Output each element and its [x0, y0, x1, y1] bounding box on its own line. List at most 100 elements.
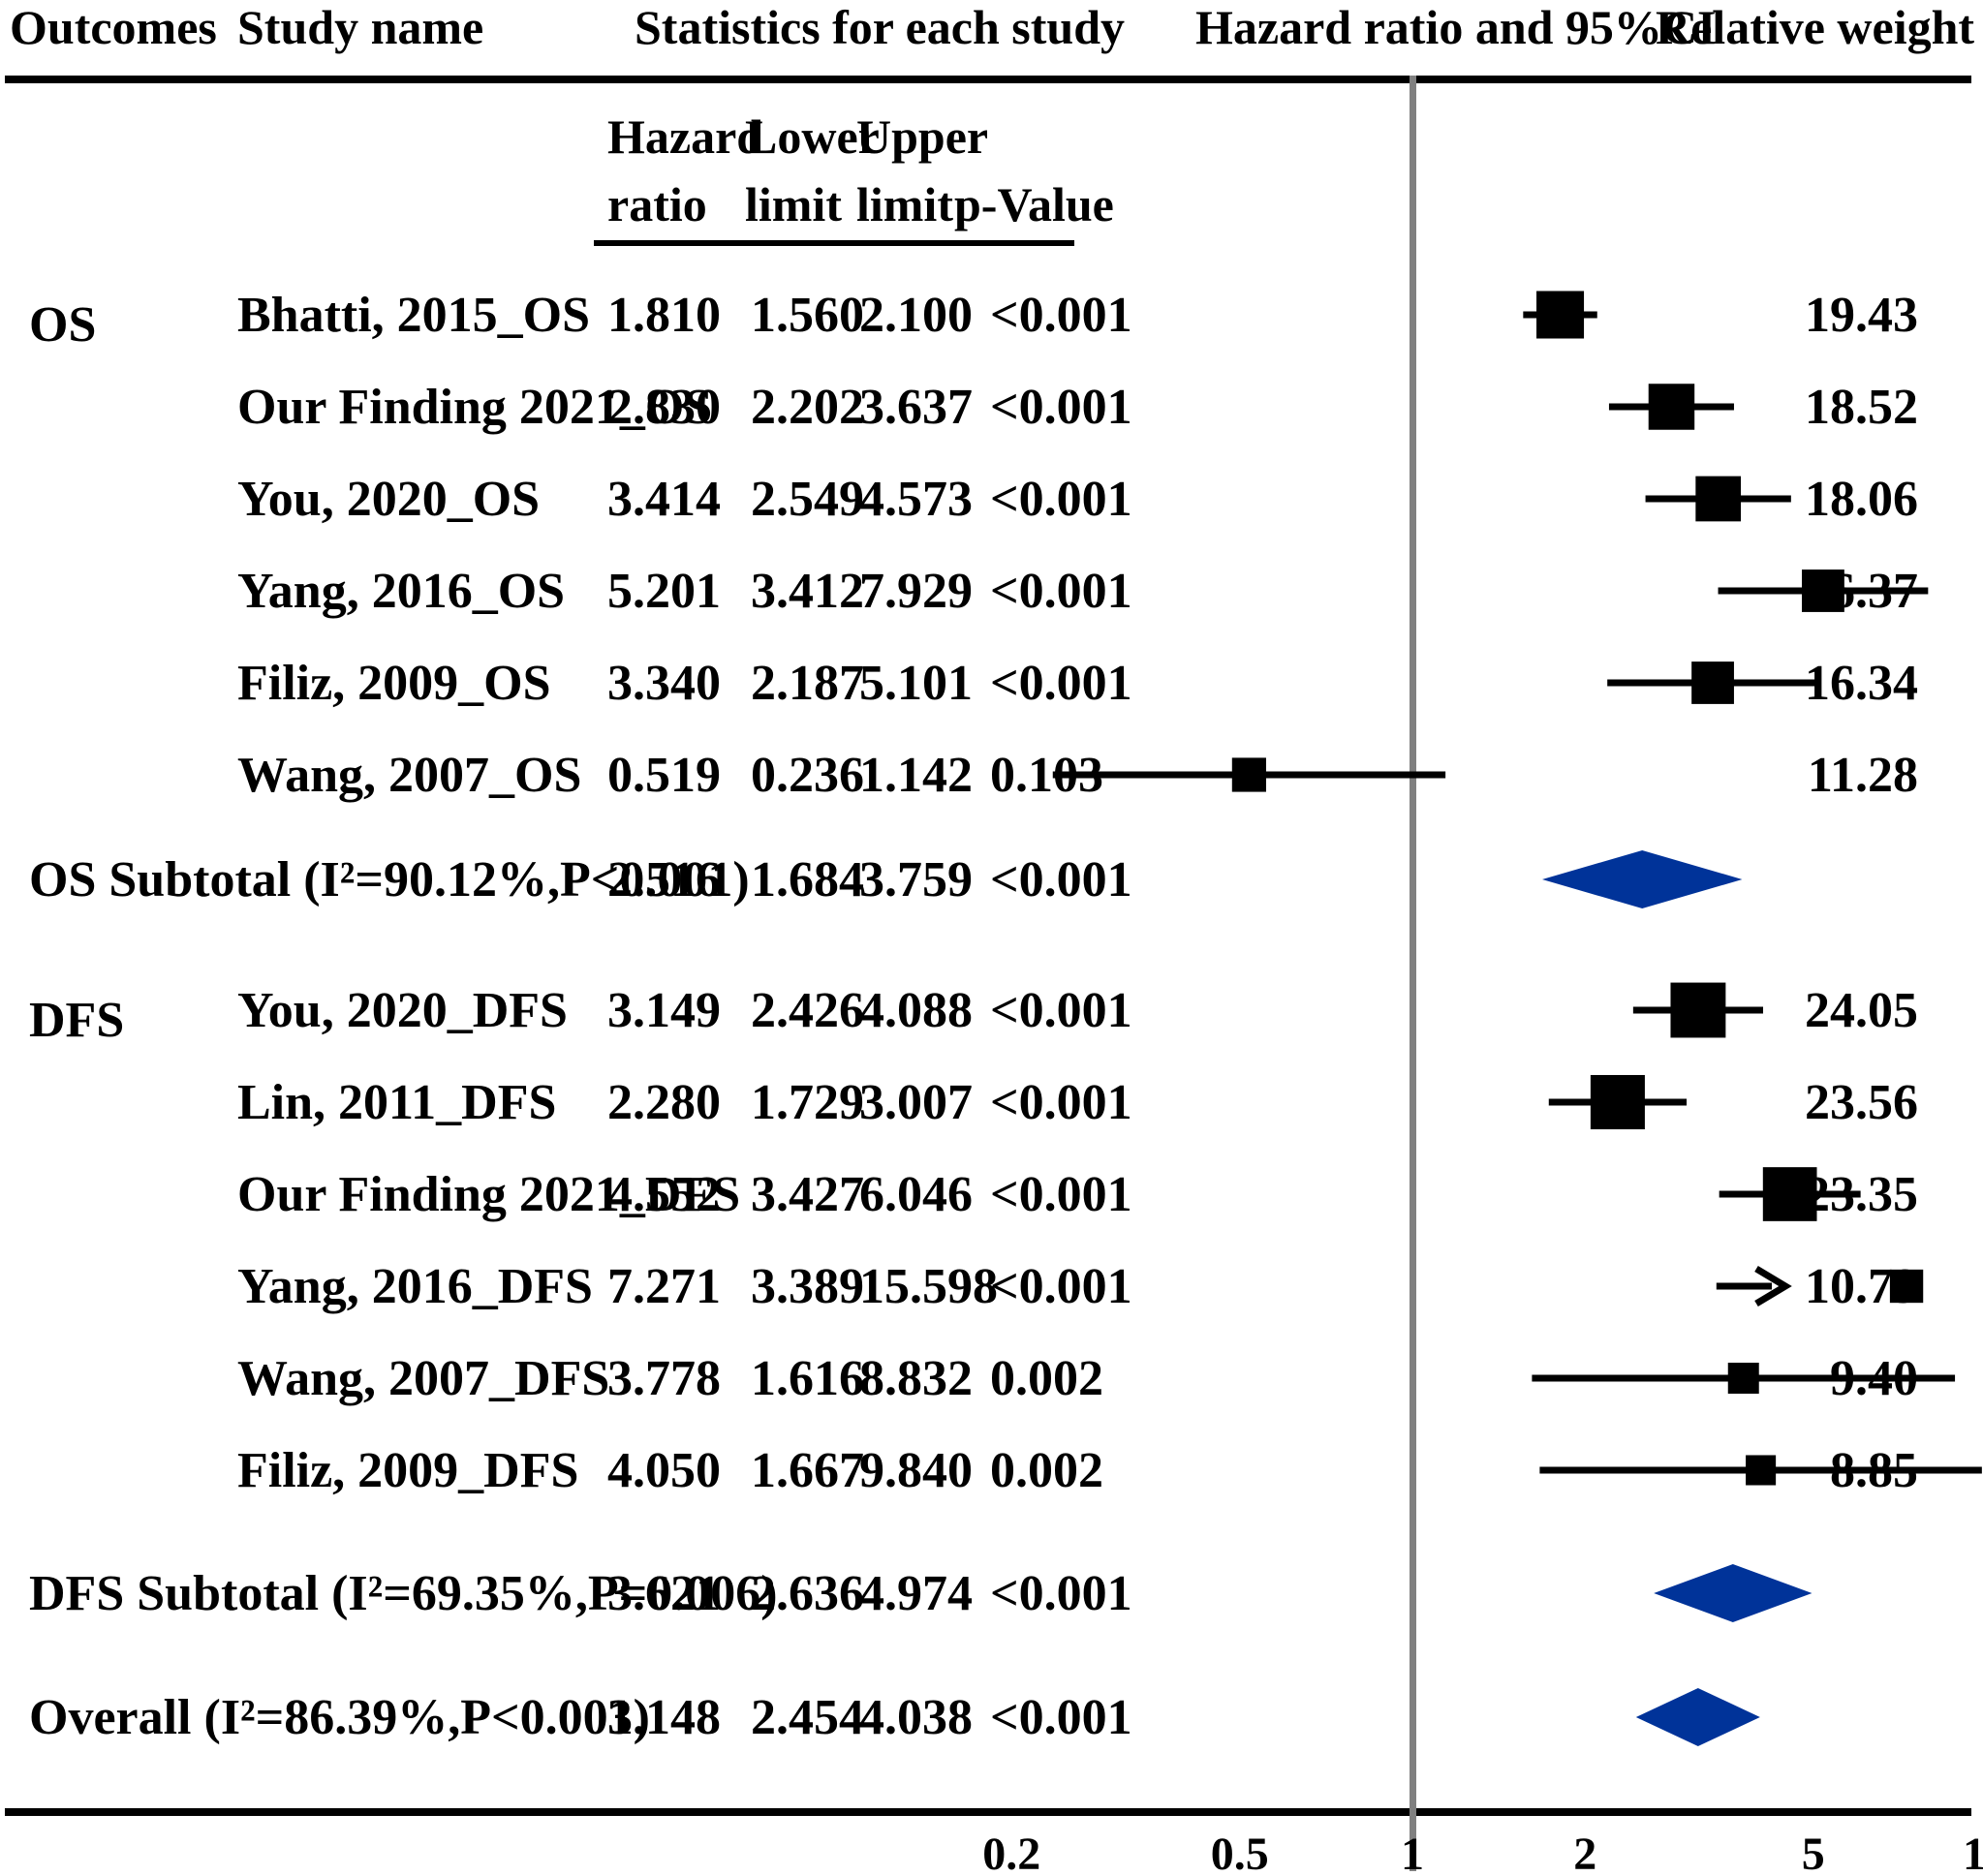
- lower-limit-value: 3.389: [751, 1259, 864, 1314]
- subheader-upper-1: Upper: [856, 109, 988, 164]
- subheader-hr-1: Hazard: [607, 109, 763, 164]
- upper-limit-value: 15.598: [859, 1259, 998, 1314]
- p-value: <0.001: [990, 1167, 1132, 1222]
- subheader-hr-2: ratio: [607, 177, 707, 231]
- upper-limit-value: 1.142: [859, 748, 973, 803]
- outcome-label: OS: [29, 297, 96, 353]
- relative-weight: 19.43: [1805, 288, 1918, 343]
- lower-limit-value: 0.236: [751, 748, 864, 803]
- p-value: 0.002: [990, 1351, 1103, 1406]
- lower-limit-value: 2.454: [751, 1690, 864, 1745]
- null-line: [1410, 76, 1416, 1871]
- study-name: Wang, 2007_OS: [237, 748, 581, 803]
- header-study-name: Study name: [237, 0, 483, 54]
- x-tick-label: 0.2: [982, 1829, 1040, 1871]
- lower-limit-value: 3.412: [751, 564, 864, 619]
- point-estimate: [1648, 384, 1695, 430]
- upper-limit-value: 2.100: [859, 288, 973, 343]
- subheader-pvalue: p-Value: [954, 177, 1114, 231]
- upper-limit-value: 9.840: [859, 1443, 973, 1498]
- bottom-rule: [5, 1808, 1971, 1816]
- subtotal-label: OS Subtotal (I²=90.12%,P<0.001): [29, 852, 750, 907]
- lower-limit-value: 2.187: [751, 656, 864, 711]
- p-value: 0.002: [990, 1443, 1103, 1498]
- forest-row: OS Subtotal (I²=90.12%,P<0.001)2.516 1.68…: [29, 852, 1132, 907]
- hazard-ratio-value: 2.280: [607, 1075, 721, 1130]
- relative-weight: 18.52: [1805, 380, 1918, 435]
- point-estimate: [1802, 569, 1844, 612]
- study-name: Our Finding 2021_DFS: [237, 1167, 740, 1222]
- upper-limit-value: 3.637: [859, 380, 973, 435]
- upper-limit-value: 4.088: [859, 983, 973, 1038]
- header-weight: Relative weight (%): [1656, 0, 1983, 54]
- p-value: <0.001: [990, 656, 1132, 711]
- p-value: <0.001: [990, 852, 1132, 907]
- point-estimate: [1727, 1363, 1759, 1394]
- point-estimate: [1691, 661, 1734, 704]
- x-axis-ticks: 0.2 0.5 1 2 5 10: [982, 1829, 1983, 1876]
- lower-limit-value: 3.427: [751, 1167, 864, 1222]
- overall-label: Overall (I²=86.39%,P<0.001): [29, 1690, 650, 1745]
- forest-row: Our Finding 2021_DFS 23.354.552 3.4276.046…: [237, 1167, 1918, 1222]
- hazard-ratio-value: 1.810: [607, 288, 721, 343]
- p-value: <0.001: [990, 472, 1132, 527]
- hazard-ratio-value: 3.414: [607, 472, 721, 527]
- p-value: <0.001: [990, 1566, 1132, 1621]
- point-estimate: [1536, 291, 1585, 339]
- hazard-ratio-value: 3.148: [607, 1690, 721, 1745]
- lower-limit-value: 1.616: [751, 1351, 864, 1406]
- header-forest: Hazard ratio and 95%CI: [1195, 0, 1717, 54]
- point-estimate: [1695, 476, 1742, 522]
- upper-limit-value: 8.832: [859, 1351, 973, 1406]
- marks-layer: [1052, 291, 1982, 1746]
- x-tick-label: 1: [1401, 1829, 1424, 1871]
- hazard-ratio-value: 4.552: [607, 1167, 721, 1222]
- ci-arrow: [1754, 1265, 1792, 1307]
- hazard-ratio-value: 3.149: [607, 983, 721, 1038]
- outcome-label: DFS: [29, 993, 124, 1048]
- x-tick-label: 10: [1963, 1829, 1983, 1871]
- relative-weight: 24.05: [1805, 983, 1918, 1038]
- lower-limit-value: 1.684: [751, 852, 864, 907]
- p-value: <0.001: [990, 1690, 1132, 1745]
- lower-limit-value: 1.667: [751, 1443, 864, 1498]
- p-value: <0.001: [990, 1259, 1132, 1314]
- point-estimate: [1889, 1269, 1924, 1304]
- subheader-upper-2: limit: [856, 177, 953, 231]
- top-rule: [5, 76, 1971, 83]
- subtotal-diamond: [1541, 850, 1743, 908]
- lower-limit-value: 2.549: [751, 472, 864, 527]
- upper-limit-value: 3.007: [859, 1075, 973, 1130]
- upper-limit-value: 4.038: [859, 1690, 973, 1745]
- header-statistics: Statistics for each study: [635, 0, 1125, 54]
- study-name: Bhatti, 2015_OS: [237, 288, 590, 343]
- overall-diamond: [1635, 1688, 1760, 1746]
- upper-limit-value: 3.759: [859, 852, 973, 907]
- hazard-ratio-value: 2.830: [607, 380, 721, 435]
- upper-limit-value: 4.974: [859, 1566, 973, 1621]
- p-value: <0.001: [990, 1075, 1132, 1130]
- lower-limit-value: 2.202: [751, 380, 864, 435]
- lower-limit-value: 1.560: [751, 288, 864, 343]
- subtotal-label: DFS Subtotal (I²=69.35%,P=0.006): [29, 1566, 778, 1621]
- relative-weight: 16.34: [1805, 656, 1918, 711]
- point-estimate: [1746, 1455, 1777, 1486]
- hazard-ratio-value: 5.201: [607, 564, 721, 619]
- study-name: You, 2020_OS: [237, 472, 540, 527]
- lower-limit-value: 2.636: [751, 1566, 864, 1621]
- study-name: Wang, 2007_DFS: [237, 1351, 609, 1406]
- study-name: Yang, 2016_OS: [237, 564, 565, 619]
- point-estimate: [1762, 1167, 1817, 1221]
- header-outcomes: Outcomes: [10, 0, 217, 54]
- point-estimate: [1231, 757, 1266, 792]
- p-value: <0.001: [990, 380, 1132, 435]
- upper-limit-value: 5.101: [859, 656, 973, 711]
- point-estimate: [1670, 982, 1726, 1038]
